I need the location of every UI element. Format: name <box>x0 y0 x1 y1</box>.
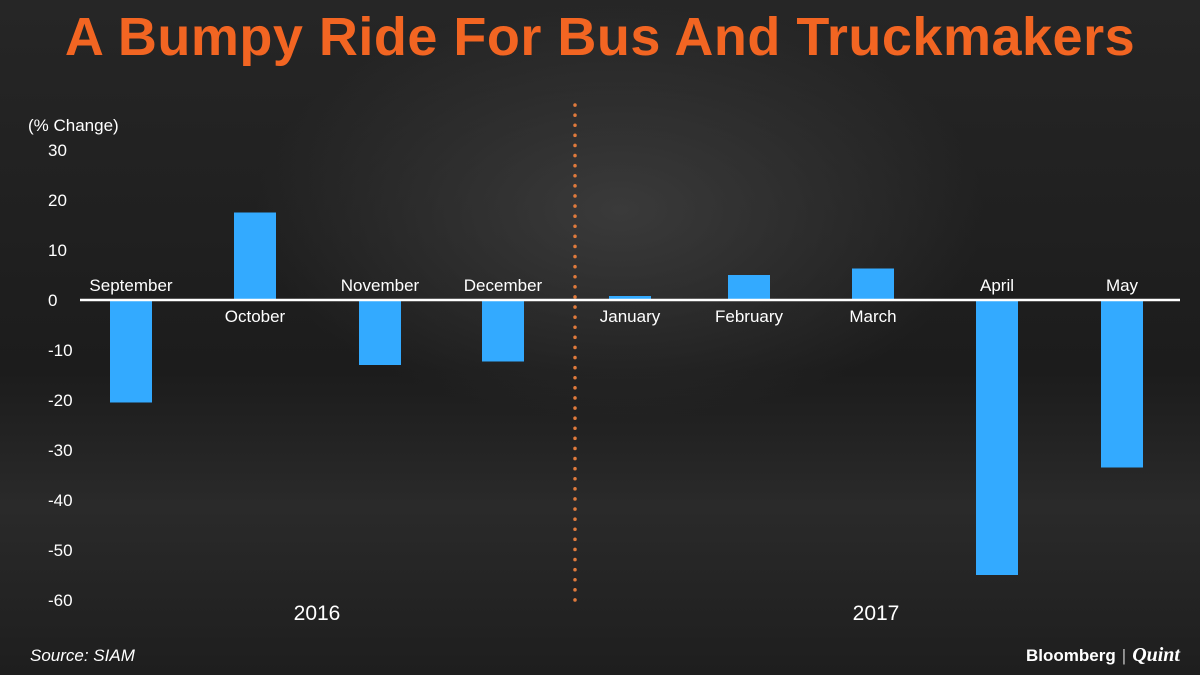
category-label-february: February <box>715 307 784 326</box>
category-label-november: November <box>341 276 420 295</box>
category-label-april: April <box>980 276 1014 295</box>
y-axis-label: (% Change) <box>28 116 119 135</box>
bar-february <box>728 275 770 300</box>
category-label-may: May <box>1106 276 1139 295</box>
chart-title: A Bumpy Ride For Bus And Truckmakers <box>64 7 1136 67</box>
bar-march <box>852 268 894 300</box>
category-label-december: December <box>464 276 543 295</box>
source-note: Source: SIAM <box>30 646 135 665</box>
year-label-2016: 2016 <box>294 602 341 625</box>
bar-april <box>976 300 1018 575</box>
year-labels: 2016 2017 <box>294 602 900 625</box>
y-axis: (% Change) 30 20 10 0 -10 -20 -30 -40 -50 -60 <box>28 116 119 610</box>
y-tick-label: 0 <box>48 291 57 310</box>
bars <box>110 212 1143 575</box>
y-tick-label: -50 <box>48 541 73 560</box>
y-tick-label: 10 <box>48 241 67 260</box>
y-tick-label: -60 <box>48 591 73 610</box>
category-label-january: January <box>600 307 661 326</box>
brand-logo: Bloomberg | Quint <box>1026 644 1180 667</box>
y-tick-label: -30 <box>48 441 73 460</box>
category-label-march: March <box>849 307 896 326</box>
category-label-october: October <box>225 307 286 326</box>
brand-separator: | <box>1121 646 1127 665</box>
y-tick-label: -10 <box>48 341 73 360</box>
category-label-september: September <box>89 276 172 295</box>
bar-may <box>1101 300 1143 468</box>
brand-name-quint: Quint <box>1132 644 1180 666</box>
bar-november <box>359 300 401 365</box>
y-tick-label: -40 <box>48 491 73 510</box>
y-tick-label: 30 <box>48 141 67 160</box>
brand-name-bloomberg: Bloomberg <box>1026 646 1116 665</box>
year-label-2017: 2017 <box>853 602 900 625</box>
bar-january <box>609 296 651 300</box>
bar-december <box>482 300 524 362</box>
category-labels: September October November December January F… <box>89 276 1138 326</box>
bar-september <box>110 300 152 403</box>
y-tick-label: 20 <box>48 191 67 210</box>
bar-october <box>234 212 276 300</box>
y-tick-label: -20 <box>48 391 73 410</box>
